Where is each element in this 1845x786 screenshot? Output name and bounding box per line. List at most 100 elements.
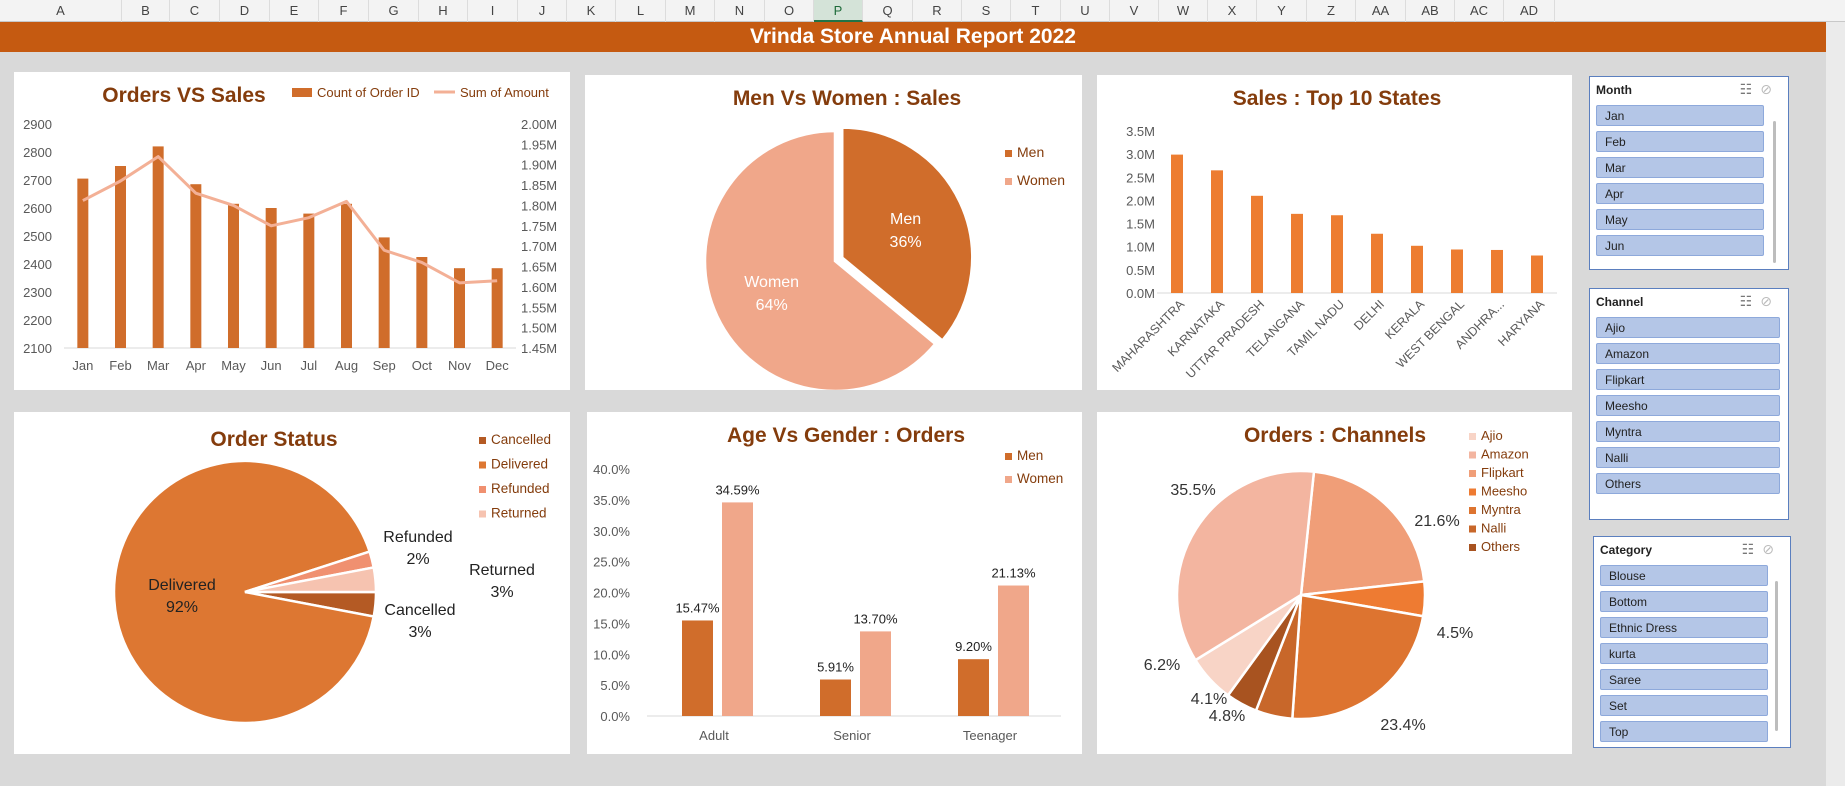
bar-state-9 [1531,255,1543,293]
column-header-u[interactable]: U [1061,0,1110,22]
orders-channels-svg: Orders : Channels 35.5% 21.6% 4.5% 23.4% 4.8%… [1144,424,1529,734]
column-header-p[interactable]: P [814,0,863,22]
orders-channels-chart[interactable]: Orders : Channels 35.5% 21.6% 4.5% 23.4% 4.8%… [1097,412,1572,754]
column-header-h[interactable]: H [419,0,468,22]
channel-slicer[interactable]: Channel ☷⊘ Ajio Amazon Flipkart Meesho Myntr… [1589,288,1789,520]
slicer-item-category-top[interactable]: Top [1600,721,1768,742]
men-vs-women-sales-chart[interactable]: Men Vs Women : Sales Men 36% Women 64% Men Wom… [585,75,1082,390]
clear-filter-icon[interactable]: ⊘ [1760,81,1780,97]
column-header-b[interactable]: B [122,0,170,22]
status-legend-label-0: Cancelled [491,432,551,447]
column-header-r[interactable]: R [913,0,962,22]
slicer-item-channel-nalli[interactable]: Nalli [1596,447,1780,468]
y-tick-label: 15.0% [593,616,630,631]
slicer-item-channel-meesho[interactable]: Meesho [1596,395,1780,416]
bar-count-oct [416,257,428,348]
column-header-aa[interactable]: AA [1356,0,1406,22]
bar-state-3 [1291,213,1303,293]
column-header-i[interactable]: I [468,0,518,22]
column-header-g[interactable]: G [369,0,419,22]
multi-select-icon[interactable]: ☷ [1739,81,1761,97]
slicer-item-category-ethnic-dress[interactable]: Ethnic Dress [1600,617,1768,638]
column-header-f[interactable]: F [319,0,369,22]
slicer-item-month-jun[interactable]: Jun [1596,235,1764,256]
data-label: 21.13% [991,566,1036,581]
bar-count-jan [77,178,89,348]
slicer-item-channel-amazon[interactable]: Amazon [1596,343,1780,364]
y-tick-label: 1.0M [1126,240,1155,255]
column-header-w[interactable]: W [1159,0,1208,22]
column-header-e[interactable]: E [270,0,319,22]
month-slicer-scrollbar[interactable] [1773,121,1776,263]
slicer-item-category-saree[interactable]: Saree [1600,669,1768,690]
data-label: 5.91% [817,660,854,675]
multi-select-icon[interactable]: ☷ [1739,293,1761,309]
y-tick-label: 2200 [23,313,52,328]
slicer-item-category-kurta[interactable]: kurta [1600,643,1768,664]
column-header-z[interactable]: Z [1307,0,1356,22]
column-header-s[interactable]: S [962,0,1011,22]
column-header-ab[interactable]: AB [1406,0,1455,22]
slicer-item-month-apr[interactable]: Apr [1596,183,1764,204]
category-slicer-scrollbar[interactable] [1775,581,1778,731]
slicer-item-month-mar[interactable]: Mar [1596,157,1764,178]
bar-count-jun [265,208,277,348]
column-header-c[interactable]: C [170,0,220,22]
column-header-d[interactable]: D [220,0,270,22]
slicer-item-channel-ajio[interactable]: Ajio [1596,317,1780,338]
slicer-item-month-may[interactable]: May [1596,209,1764,230]
clear-filter-icon[interactable]: ⊘ [1760,293,1780,309]
orders-vs-sales-chart[interactable]: Orders VS Sales Count of Order ID Sum of A… [14,72,570,390]
age-vs-gender-chart[interactable]: Age Vs Gender : Orders 0.0% 5.0% 10.0% 15.0%… [587,412,1082,754]
y2-tick-label: 1.70M [521,239,557,254]
y2-tick-label: 1.95M [521,137,557,152]
column-header-n[interactable]: N [715,0,765,22]
y-tick-label: 5.0% [600,678,630,693]
category-slicer[interactable]: Category ☷⊘ Blouse Bottom Ethnic Dress kurt… [1593,536,1791,748]
order-status-chart[interactable]: Order Status Delivered 92% Refunded 2% Return… [14,412,570,754]
y2-tick-label: 1.85M [521,178,557,193]
month-slicer[interactable]: Month ☷⊘ Jan Feb Mar Apr May Jun [1589,76,1789,270]
x-tick-label: Aug [335,358,358,373]
column-header-k[interactable]: K [567,0,616,22]
y2-tick-label: 1.65M [521,260,557,275]
channel-legend-swatch-4 [1469,507,1476,514]
slicer-item-category-bottom[interactable]: Bottom [1600,591,1768,612]
bar-men-teenager [958,659,989,716]
slicer-item-channel-others[interactable]: Others [1596,473,1780,494]
slicer-item-category-set[interactable]: Set [1600,695,1768,716]
channel-slicer-title: Channel [1596,295,1644,309]
column-header-v[interactable]: V [1110,0,1159,22]
column-header-o[interactable]: O [765,0,814,22]
slicer-item-channel-flipkart[interactable]: Flipkart [1596,369,1780,390]
column-header-l[interactable]: L [616,0,666,22]
column-header-ac[interactable]: AC [1455,0,1504,22]
column-header-m[interactable]: M [666,0,715,22]
bar-count-feb [115,166,126,348]
age-gender-legend-label-1: Women [1017,471,1063,486]
age-gender-legend-swatch-0 [1005,453,1012,460]
multi-select-icon[interactable]: ☷ [1741,541,1763,557]
column-header-x[interactable]: X [1208,0,1257,22]
status-legend-swatch-1 [479,461,486,469]
column-header-a[interactable]: A [0,0,122,22]
slicer-item-channel-myntra[interactable]: Myntra [1596,421,1780,442]
top-10-states-chart[interactable]: Sales : Top 10 States 0.0M 0.5M 1.0M 1.5M 2.0… [1097,75,1572,390]
column-header-q[interactable]: Q [863,0,913,22]
status-legend-label-2: Refunded [491,481,550,496]
x-tick-label: Dec [486,358,510,373]
y2-tick-label: 2.00M [521,117,557,132]
x-tick-label: Senior [833,728,871,743]
slicer-item-month-jan[interactable]: Jan [1596,105,1764,126]
slicer-item-month-feb[interactable]: Feb [1596,131,1764,152]
column-header-ad[interactable]: AD [1504,0,1555,22]
slice-label-refunded: Refunded [383,529,452,546]
channel-legend-label-4: Myntra [1481,502,1522,517]
column-header-j[interactable]: J [518,0,567,22]
slicer-item-category-blouse[interactable]: Blouse [1600,565,1768,586]
clear-filter-icon[interactable]: ⊘ [1762,541,1782,557]
channel-slice-amazon [1175,469,1316,662]
column-header-y[interactable]: Y [1257,0,1307,22]
column-header-t[interactable]: T [1011,0,1061,22]
slice-value-men: 36% [890,234,922,251]
